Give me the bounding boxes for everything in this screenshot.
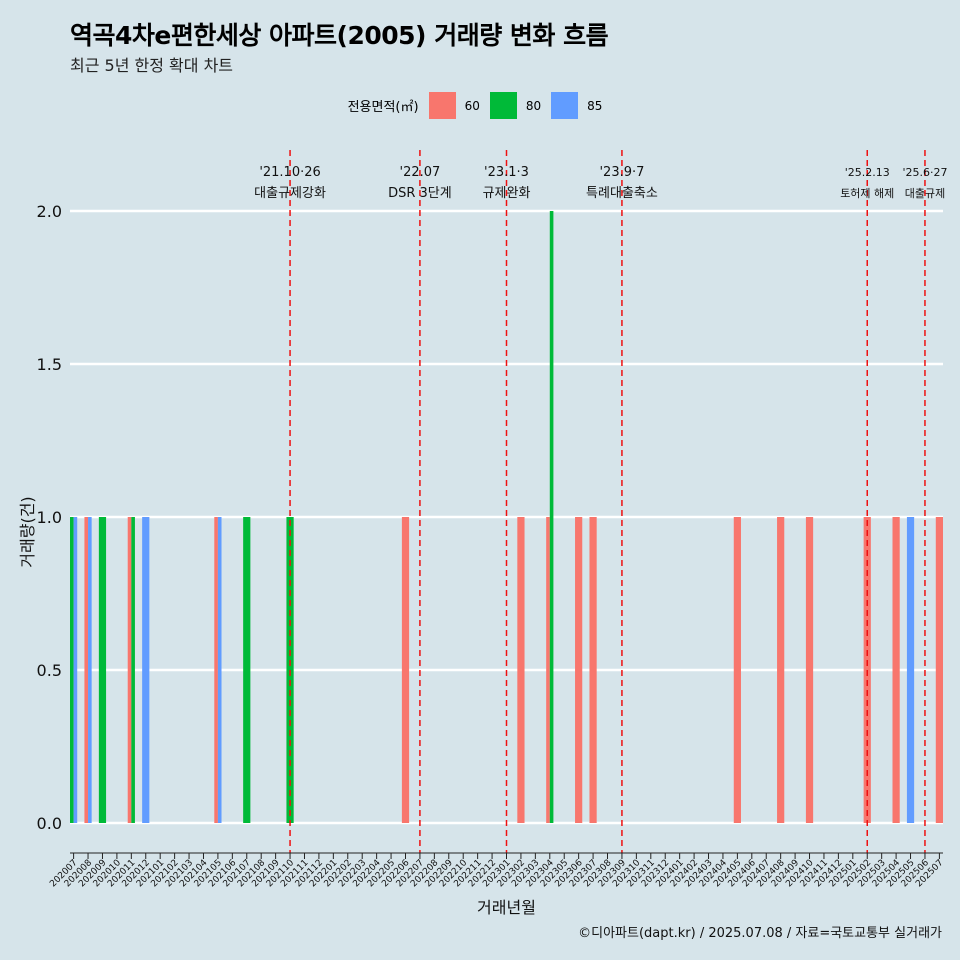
bar-60-202011 <box>127 517 132 823</box>
source-caption: ©디아파트(dapt.kr) / 2025.07.08 / 자료=국토교통부 실… <box>578 926 942 941</box>
bar-60-202008 <box>84 517 89 823</box>
bar-80-202009 <box>98 517 107 823</box>
legend-swatch-85 <box>551 92 579 119</box>
bar-80-202007 <box>70 517 74 823</box>
bar-60-202206 <box>401 517 410 823</box>
event-date-label: '23.9·7 <box>599 165 644 180</box>
event-date-label: '21.10·26 <box>259 165 320 180</box>
legend: 전용면적(㎡) 60 80 85 <box>0 92 960 119</box>
event-date-label: '22.07 <box>400 165 441 180</box>
event-name-label: 규제완화 <box>483 186 531 201</box>
bar-60-202307 <box>589 517 597 823</box>
legend-title: 전용면적(㎡) <box>347 100 419 115</box>
legend-swatch-80 <box>489 92 517 119</box>
bar-60-202306 <box>575 517 583 823</box>
bar-80-202107 <box>243 517 251 823</box>
legend-label-60: 60 <box>464 98 480 113</box>
legend-swatch-60 <box>428 92 456 119</box>
event-name-label: 대출규제 <box>905 187 945 200</box>
legend-item-60: 60 <box>428 92 480 119</box>
event-name-label: DSR 3단계 <box>388 186 452 201</box>
event-name-label: 토허제 해제 <box>840 186 894 200</box>
legend-item-85: 85 <box>551 92 602 119</box>
x-axis-title: 거래년월 <box>477 898 536 917</box>
y-tick-label: 2.0 <box>37 202 62 221</box>
bar-85-202012 <box>142 517 150 823</box>
bar-85-202007 <box>73 517 78 823</box>
bar-80-202011 <box>131 517 135 823</box>
y-tick-label: 0.5 <box>37 661 62 680</box>
bar-60-202405 <box>733 517 741 823</box>
bar-60-202408 <box>777 517 785 823</box>
bar-80-202304 <box>549 211 554 823</box>
bar-60-202507 <box>935 517 943 823</box>
bar-85-202505 <box>906 517 915 823</box>
bar-60-202105 <box>214 517 218 823</box>
bar-60-202304 <box>546 517 550 823</box>
chart-title: 역곡4차e편한세상 아파트(2005) 거래량 변화 흐름 <box>70 21 609 50</box>
y-axis-title: 거래량(건) <box>18 496 37 567</box>
event-date-label: '25.2.13 <box>845 166 890 179</box>
y-tick-label: 0.0 <box>37 814 62 833</box>
event-date-label: '25.6·27 <box>902 166 947 179</box>
chart-subtitle: 최근 5년 한정 확대 차트 <box>70 56 234 75</box>
bar-85-202008 <box>88 517 92 823</box>
legend-label-80: 80 <box>525 98 542 113</box>
y-tick-label: 1.0 <box>37 508 62 527</box>
annotations: '21.10·26 대출규제강화 '22.07 DSR 3단계 '23.1·3 규제완화 '… <box>254 150 947 853</box>
legend-item-80: 80 <box>489 92 542 119</box>
bar-60-202410 <box>805 517 814 823</box>
event-name-label: 특례대출축소 <box>586 186 658 201</box>
bar-60-202504 <box>892 517 900 823</box>
legend-label-85: 85 <box>587 98 603 113</box>
event-name-label: 대출규제강화 <box>254 186 326 201</box>
bar-60-202302 <box>517 517 525 823</box>
y-tick-label: 1.5 <box>37 355 62 374</box>
event-date-label: '23.1·3 <box>484 165 529 180</box>
bar-85-202105 <box>217 517 222 823</box>
